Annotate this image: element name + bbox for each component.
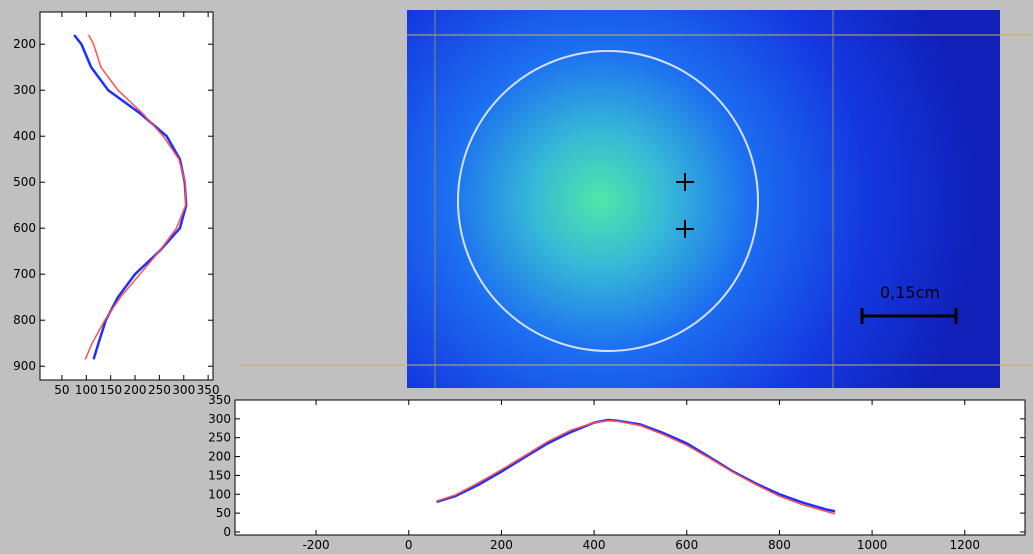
y-tick-label: 50 — [216, 506, 231, 520]
y-tick-label: 200 — [13, 37, 36, 51]
x-tick-label: 0 — [405, 538, 413, 552]
x-tick-label: 1000 — [857, 538, 888, 552]
y-tick-label: 200 — [208, 450, 231, 464]
beam-profiler: 0,15cm 501001502002503003502003004005006… — [0, 0, 1033, 554]
y-tick-label: 150 — [208, 468, 231, 482]
x-tick-label: 600 — [675, 538, 698, 552]
y-tick-label: 100 — [208, 487, 231, 501]
x-tick-label: 1200 — [949, 538, 980, 552]
y-tick-label: 500 — [13, 175, 36, 189]
x-tick-label: 100 — [75, 383, 98, 397]
y-tick-label: 350 — [208, 393, 231, 407]
plot-area — [235, 400, 1025, 535]
canvas: 0,15cm 501001502002503003502003004005006… — [0, 0, 1033, 554]
x-tick-label: 400 — [583, 538, 606, 552]
x-tick-label: 300 — [172, 383, 195, 397]
y-tick-label: 700 — [13, 267, 36, 281]
y-tick-label: 400 — [13, 129, 36, 143]
x-tick-label: 250 — [148, 383, 171, 397]
x-tick-label: 200 — [124, 383, 147, 397]
plot-area — [40, 12, 213, 380]
x-tick-label: 50 — [54, 383, 69, 397]
x-tick-label: 150 — [99, 383, 122, 397]
x-tick-label: -200 — [302, 538, 329, 552]
y-tick-label: 600 — [13, 221, 36, 235]
y-tick-label: 900 — [13, 359, 36, 373]
y-tick-label: 300 — [208, 412, 231, 426]
scale-bar-label: 0,15cm — [880, 283, 940, 302]
y-tick-label: 800 — [13, 313, 36, 327]
x-tick-label: 200 — [490, 538, 513, 552]
camera-image: 0,15cm — [240, 10, 1033, 388]
y-tick-label: 0 — [223, 525, 231, 539]
y-tick-label: 250 — [208, 431, 231, 445]
y-tick-label: 300 — [13, 83, 36, 97]
x-tick-label: 800 — [768, 538, 791, 552]
beam-image — [407, 10, 1000, 388]
